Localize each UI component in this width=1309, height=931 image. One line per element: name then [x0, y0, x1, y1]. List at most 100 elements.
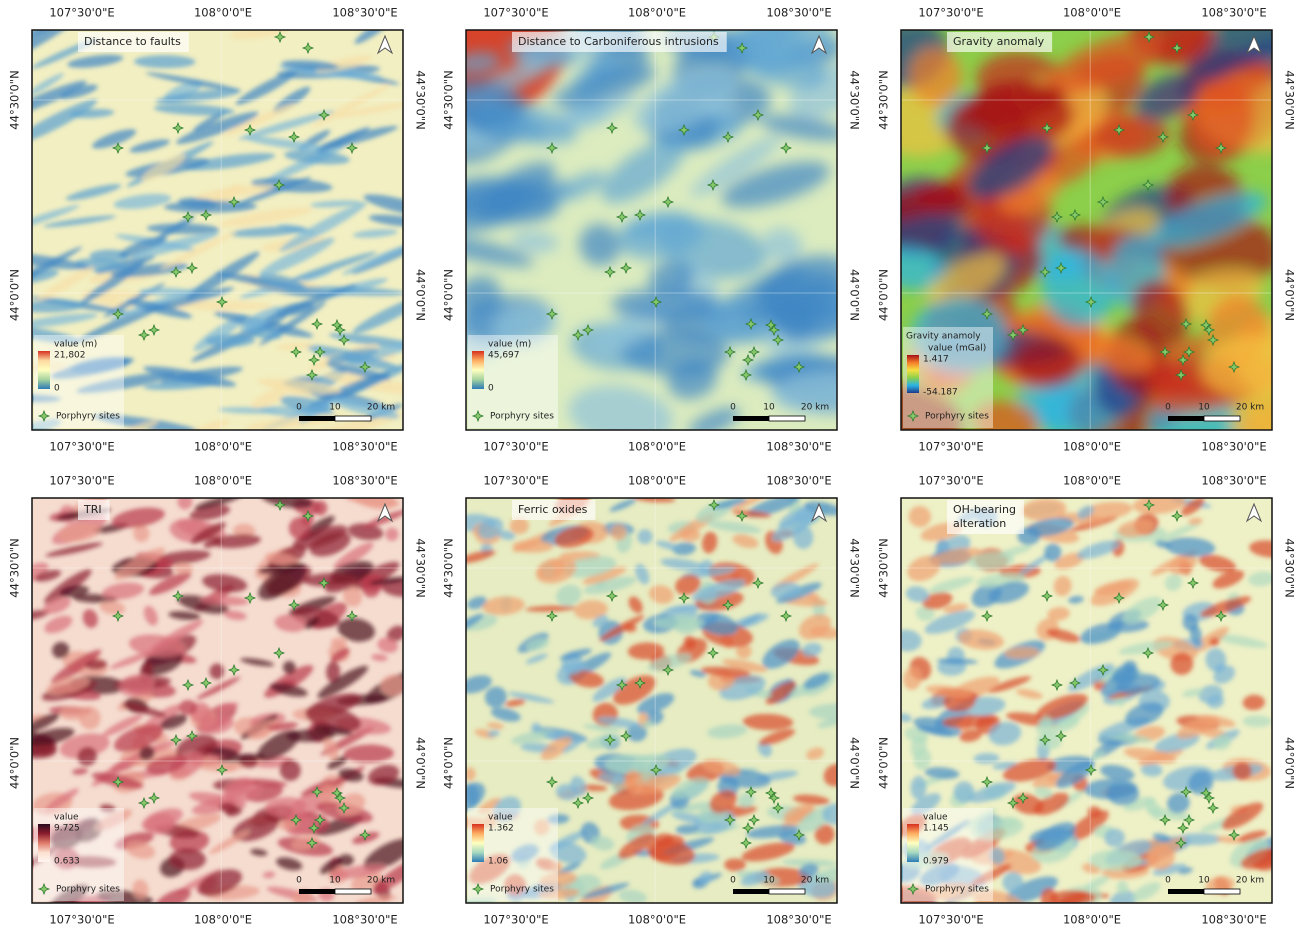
latitude-label: 44°0'0"N: [8, 269, 22, 321]
panel-title: Ferric oxides: [518, 503, 588, 516]
longitude-label: 107°30'0"E: [918, 474, 983, 488]
longitude-label: 108°0'0"E: [1063, 6, 1121, 20]
map-panel: TRIvalue9.7250.633Porphyry sites01020 km…: [8, 474, 428, 927]
scale-bar: [733, 416, 769, 421]
legend-min: -54.187: [923, 388, 958, 398]
legend-ramp: [38, 351, 50, 389]
panel-title: Distance to Carboniferous intrusions: [518, 35, 719, 48]
panel-title: TRI: [83, 503, 102, 516]
title-box: Gravity anomaly: [947, 32, 1052, 52]
scale-label: 10: [329, 403, 341, 413]
legend-min: 0.979: [923, 857, 949, 867]
map-panel: Gravity anomaly Gravity anamoly value (mGa…: [837, 0, 1309, 460]
legend-title: value (m): [488, 340, 531, 350]
scale-bar: [299, 416, 335, 421]
scale-bar: [1204, 889, 1240, 894]
legend-ramp: [472, 824, 484, 862]
raster: [386, 0, 879, 452]
longitude-label: 107°30'0"E: [483, 913, 548, 927]
latitude-label: 44°0'0"N: [8, 737, 22, 789]
scale-label: 0: [1165, 403, 1171, 413]
scale-label: 10: [329, 876, 341, 886]
raster-blob: [512, 540, 553, 553]
longitude-label: 107°30'0"E: [483, 474, 548, 488]
legend-min: 0: [488, 384, 494, 394]
latitude-label: 44°0'0"N: [877, 737, 891, 789]
legend-min: 0.633: [54, 857, 80, 867]
longitude-label: 107°30'0"E: [49, 474, 114, 488]
legend-sites: Porphyry sites: [490, 885, 554, 895]
longitude-label: 108°30'0"E: [1201, 440, 1266, 454]
raster-blob: [1089, 850, 1142, 871]
legend-max: 1.362: [488, 824, 514, 834]
longitude-label: 107°30'0"E: [483, 440, 548, 454]
map-panel: Distance to faultsvalue (m)21,8020Porphy…: [0, 0, 435, 454]
longitude-label: 108°30'0"E: [1201, 6, 1266, 20]
longitude-label: 107°30'0"E: [49, 440, 114, 454]
scale-label: 10: [763, 403, 775, 413]
latitude-label: 44°0'0"N: [1283, 737, 1297, 789]
scale-label: 0: [296, 876, 302, 886]
longitude-label: 107°30'0"E: [918, 913, 983, 927]
scale-label: 20 km: [1236, 403, 1264, 413]
raster-blob: [179, 700, 197, 715]
latitude-label: 44°30'0"N: [848, 70, 862, 129]
legend-max: 9.725: [54, 824, 80, 834]
longitude-label: 108°0'0"E: [628, 440, 686, 454]
longitude-label: 107°30'0"E: [49, 913, 114, 927]
longitude-label: 107°30'0"E: [918, 6, 983, 20]
latitude-label: 44°0'0"N: [442, 737, 456, 789]
scale-bar: [1168, 416, 1204, 421]
latitude-label: 44°0'0"N: [1283, 269, 1297, 321]
title-box: Distance to faults: [78, 32, 189, 52]
longitude-label: 108°0'0"E: [1063, 474, 1121, 488]
scale-bar: [1204, 416, 1240, 421]
scale-label: 20 km: [801, 876, 829, 886]
scale-label: 0: [730, 403, 736, 413]
scale-label: 20 km: [367, 403, 395, 413]
legend-heading: Gravity anamoly: [906, 332, 981, 342]
longitude-label: 108°30'0"E: [332, 474, 397, 488]
scale-label: 20 km: [801, 403, 829, 413]
longitude-label: 108°30'0"E: [1201, 913, 1266, 927]
longitude-label: 108°0'0"E: [194, 913, 252, 927]
longitude-label: 108°30'0"E: [1201, 474, 1266, 488]
latitude-label: 44°30'0"N: [414, 70, 428, 129]
scale-label: 20 km: [367, 876, 395, 886]
legend-sites: Porphyry sites: [925, 412, 989, 422]
scale-bar: [733, 889, 769, 894]
scale-label: 0: [730, 876, 736, 886]
longitude-label: 108°0'0"E: [1063, 913, 1121, 927]
legend-sites: Porphyry sites: [925, 885, 989, 895]
legend-sites: Porphyry sites: [56, 412, 120, 422]
scale-bar: [769, 889, 805, 894]
scale-label: 10: [1198, 876, 1210, 886]
scale-label: 10: [1198, 403, 1210, 413]
legend-ramp: [38, 824, 50, 862]
latitude-label: 44°0'0"N: [414, 737, 428, 789]
longitude-label: 108°30'0"E: [766, 474, 831, 488]
latitude-label: 44°30'0"N: [877, 538, 891, 597]
legend-min: 1.06: [488, 857, 508, 867]
legend-title: value: [923, 813, 948, 823]
legend-max: 1.417: [923, 355, 949, 365]
longitude-label: 108°0'0"E: [194, 6, 252, 20]
longitude-label: 108°0'0"E: [194, 474, 252, 488]
panel-title: Gravity anomaly: [953, 35, 1045, 48]
longitude-label: 107°30'0"E: [483, 6, 548, 20]
legend-max: 1.145: [923, 824, 949, 834]
scale-label: 20 km: [1236, 876, 1264, 886]
latitude-label: 44°30'0"N: [1283, 70, 1297, 129]
legend-ramp: [472, 351, 484, 389]
longitude-label: 108°30'0"E: [332, 6, 397, 20]
scale-bar: [335, 416, 371, 421]
map-panel: Distance to Carboniferous intrusions valu…: [386, 0, 879, 454]
latitude-label: 44°30'0"N: [877, 70, 891, 129]
legend: value1.145 0.979 Porphyry sites: [903, 808, 993, 901]
scale-bar: [769, 416, 805, 421]
legend-ramp: [907, 824, 919, 862]
latitude-label: 44°30'0"N: [414, 538, 428, 597]
legend-ramp: [907, 355, 919, 393]
legend-title: value (mGal): [928, 344, 986, 354]
